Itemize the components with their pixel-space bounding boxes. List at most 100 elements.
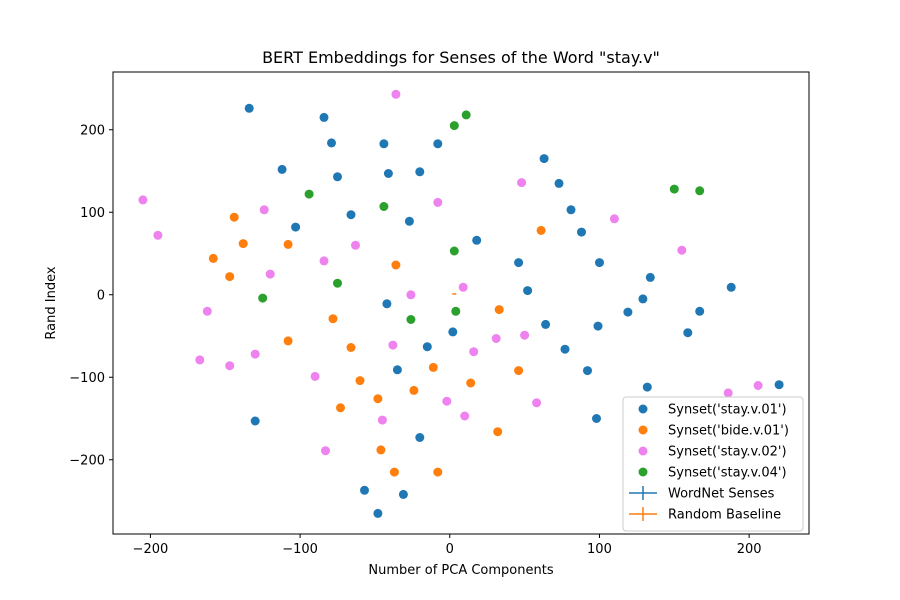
scatter-point xyxy=(277,164,287,174)
scatter-point xyxy=(398,489,408,499)
scatter-point xyxy=(583,366,592,376)
scatter-point xyxy=(377,415,387,425)
scatter-point xyxy=(225,361,235,371)
scatter-point xyxy=(355,376,365,386)
scatter-point xyxy=(379,139,389,149)
scatter-point xyxy=(404,216,414,226)
scatter-point xyxy=(415,167,425,177)
scatter-point xyxy=(208,253,218,263)
scatter-point xyxy=(391,89,401,99)
scatter-point xyxy=(225,272,235,282)
scatter-point xyxy=(250,349,260,359)
scatter-point xyxy=(388,340,398,350)
legend-marker xyxy=(638,467,648,477)
scatter-point xyxy=(409,385,419,395)
scatter-point xyxy=(265,269,275,279)
legend-label: Synset('stay.v.02') xyxy=(668,445,787,460)
scatter-point xyxy=(202,306,212,316)
scatter-point xyxy=(382,299,392,309)
x-tick-label: 200 xyxy=(737,542,762,557)
scatter-point xyxy=(726,282,736,292)
scatter-point xyxy=(310,371,320,381)
scatter-point xyxy=(554,178,564,188)
legend-marker xyxy=(638,404,648,414)
scatter-point xyxy=(392,365,402,375)
scatter-point xyxy=(520,330,530,340)
legend-label: Synset('stay.v.04') xyxy=(668,466,787,481)
scatter-point xyxy=(642,382,652,392)
scatter-point xyxy=(595,258,604,268)
scatter-point xyxy=(406,290,416,300)
scatter-point xyxy=(406,315,416,324)
scatter-point xyxy=(539,154,549,164)
y-tick-label: 0 xyxy=(97,288,105,303)
plot-marks xyxy=(138,89,784,518)
scatter-point xyxy=(577,227,586,237)
scatter-point xyxy=(466,378,476,388)
scatter-point xyxy=(304,189,314,199)
scatter-point xyxy=(442,396,452,406)
scatter-point xyxy=(328,314,338,324)
scatter-point xyxy=(458,282,468,292)
scatter-point xyxy=(623,307,633,317)
scatter-point xyxy=(250,416,260,426)
scatter-point xyxy=(683,328,693,338)
y-tick-label: −100 xyxy=(69,371,105,386)
legend-label: WordNet Senses xyxy=(668,487,775,502)
scatter-point xyxy=(428,362,438,372)
scatter-point xyxy=(723,388,733,398)
scatter-point xyxy=(422,342,432,352)
scatter-point xyxy=(514,258,524,268)
scatter-point xyxy=(593,321,603,331)
scatter-point xyxy=(376,445,386,455)
x-tick-label: −200 xyxy=(133,542,169,557)
scatter-point xyxy=(259,205,269,215)
scatter-point xyxy=(491,334,501,343)
scatter-point xyxy=(449,246,459,256)
axis-ticks: −200 −100 0 100 200 −200 −100 0 100 200 xyxy=(69,123,761,557)
scatter-point xyxy=(433,197,443,207)
scatter-point xyxy=(532,398,542,408)
scatter-point xyxy=(592,414,601,423)
scatter-point xyxy=(541,319,551,329)
scatter-point xyxy=(333,278,342,288)
scatter-point xyxy=(373,394,383,404)
scatter-point xyxy=(645,272,655,282)
scatter-point xyxy=(415,433,425,442)
scatter-point xyxy=(389,467,399,477)
scatter-point xyxy=(566,205,576,215)
scatter-point xyxy=(449,121,459,131)
scatter-point xyxy=(244,103,254,113)
legend-label: Synset('bide.v.01') xyxy=(668,424,789,439)
legend-marker xyxy=(638,446,648,456)
scatter-point xyxy=(514,366,524,376)
scatter-point xyxy=(536,225,546,235)
scatter-point xyxy=(346,343,356,352)
scatter-point xyxy=(383,169,393,178)
scatter-point xyxy=(238,239,248,249)
scatter-point xyxy=(283,336,293,346)
y-tick-label: 200 xyxy=(80,123,105,138)
scatter-point xyxy=(609,214,619,224)
x-axis-label: Number of PCA Components xyxy=(368,563,553,578)
legend-marker xyxy=(638,425,648,435)
scatter-point xyxy=(451,306,461,316)
y-tick-label: −200 xyxy=(69,453,105,468)
scatter-point xyxy=(153,230,163,240)
y-axis-label: Rand Index xyxy=(44,266,59,339)
legend: Synset('stay.v.01') Synset('bide.v.01') Sy… xyxy=(622,396,804,532)
scatter-point xyxy=(360,485,369,495)
plot-frame xyxy=(112,71,810,535)
y-tick-label: 100 xyxy=(80,206,105,221)
scatter-point xyxy=(774,380,784,390)
scatter-point xyxy=(677,245,687,255)
legend-box xyxy=(622,396,804,532)
scatter-point xyxy=(333,172,342,182)
legend-label: Synset('stay.v.01') xyxy=(668,403,787,418)
scatter-point xyxy=(351,240,360,250)
scatter-point xyxy=(461,110,471,120)
scatter-point xyxy=(321,446,330,456)
scatter-point xyxy=(433,139,443,149)
scatter-point xyxy=(695,306,705,316)
